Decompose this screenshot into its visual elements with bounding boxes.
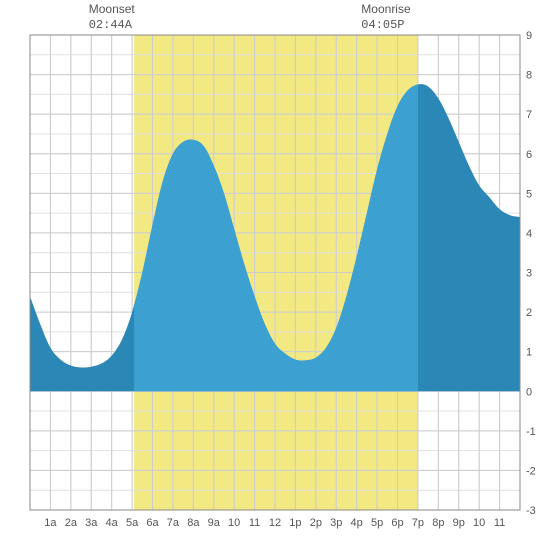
- x-tick-label: 5p: [371, 517, 383, 529]
- x-tick-label: 4a: [106, 517, 119, 529]
- moonset-time: 02:44A: [89, 18, 135, 34]
- y-tick-label: 9: [526, 30, 532, 42]
- x-tick-label: 1a: [44, 517, 57, 529]
- y-tick-label: -2: [526, 465, 536, 477]
- x-tick-label: 10: [473, 517, 485, 529]
- x-tick-label: 9a: [208, 517, 221, 529]
- x-tick-label: 1p: [289, 517, 301, 529]
- moonrise-time: 04:05P: [361, 18, 410, 34]
- moonrise-annotation: Moonrise04:05P: [361, 2, 410, 33]
- chart-svg: 1a2a3a4a5a6a7a8a9a1011121p2p3p4p5p6p7p8p…: [0, 0, 550, 550]
- y-tick-label: 0: [526, 386, 532, 398]
- x-tick-label: 2a: [65, 517, 78, 529]
- x-tick-label: 3p: [330, 517, 342, 529]
- x-tick-label: 4p: [351, 517, 363, 529]
- x-tick-label: 7p: [412, 517, 424, 529]
- y-tick-label: 7: [526, 109, 532, 121]
- x-tick-label: 2p: [310, 517, 322, 529]
- y-tick-label: -3: [526, 505, 536, 517]
- x-tick-label: 10: [228, 517, 240, 529]
- y-tick-label: 4: [526, 228, 532, 240]
- x-tick-label: 6p: [391, 517, 403, 529]
- y-tick-label: 1: [526, 347, 532, 359]
- y-tick-label: 6: [526, 149, 532, 161]
- y-tick-label: 2: [526, 307, 532, 319]
- x-tick-label: 12: [269, 517, 281, 529]
- moonset-annotation: Moonset02:44A: [89, 2, 135, 33]
- x-tick-label: 6a: [146, 517, 159, 529]
- y-tick-label: 5: [526, 188, 532, 200]
- tide-chart: Moonset02:44A Moonrise04:05P 1a 2a 3a 4a 5a 6a…: [0, 0, 550, 550]
- x-tick-label: 8a: [187, 517, 200, 529]
- x-tick-label: 8p: [432, 517, 444, 529]
- y-tick-label: 3: [526, 268, 532, 280]
- y-tick-label: 8: [526, 70, 532, 82]
- x-tick-label: 3a: [85, 517, 98, 529]
- x-tick-label: 7a: [167, 517, 180, 529]
- moonrise-label: Moonrise: [361, 2, 410, 18]
- y-tick-label: -1: [526, 426, 536, 438]
- x-tick-label: 9p: [453, 517, 465, 529]
- x-tick-label: 11: [494, 517, 505, 529]
- moonset-label: Moonset: [89, 2, 135, 18]
- x-tick-label: 11: [249, 517, 260, 529]
- x-tick-label: 5a: [126, 517, 139, 529]
